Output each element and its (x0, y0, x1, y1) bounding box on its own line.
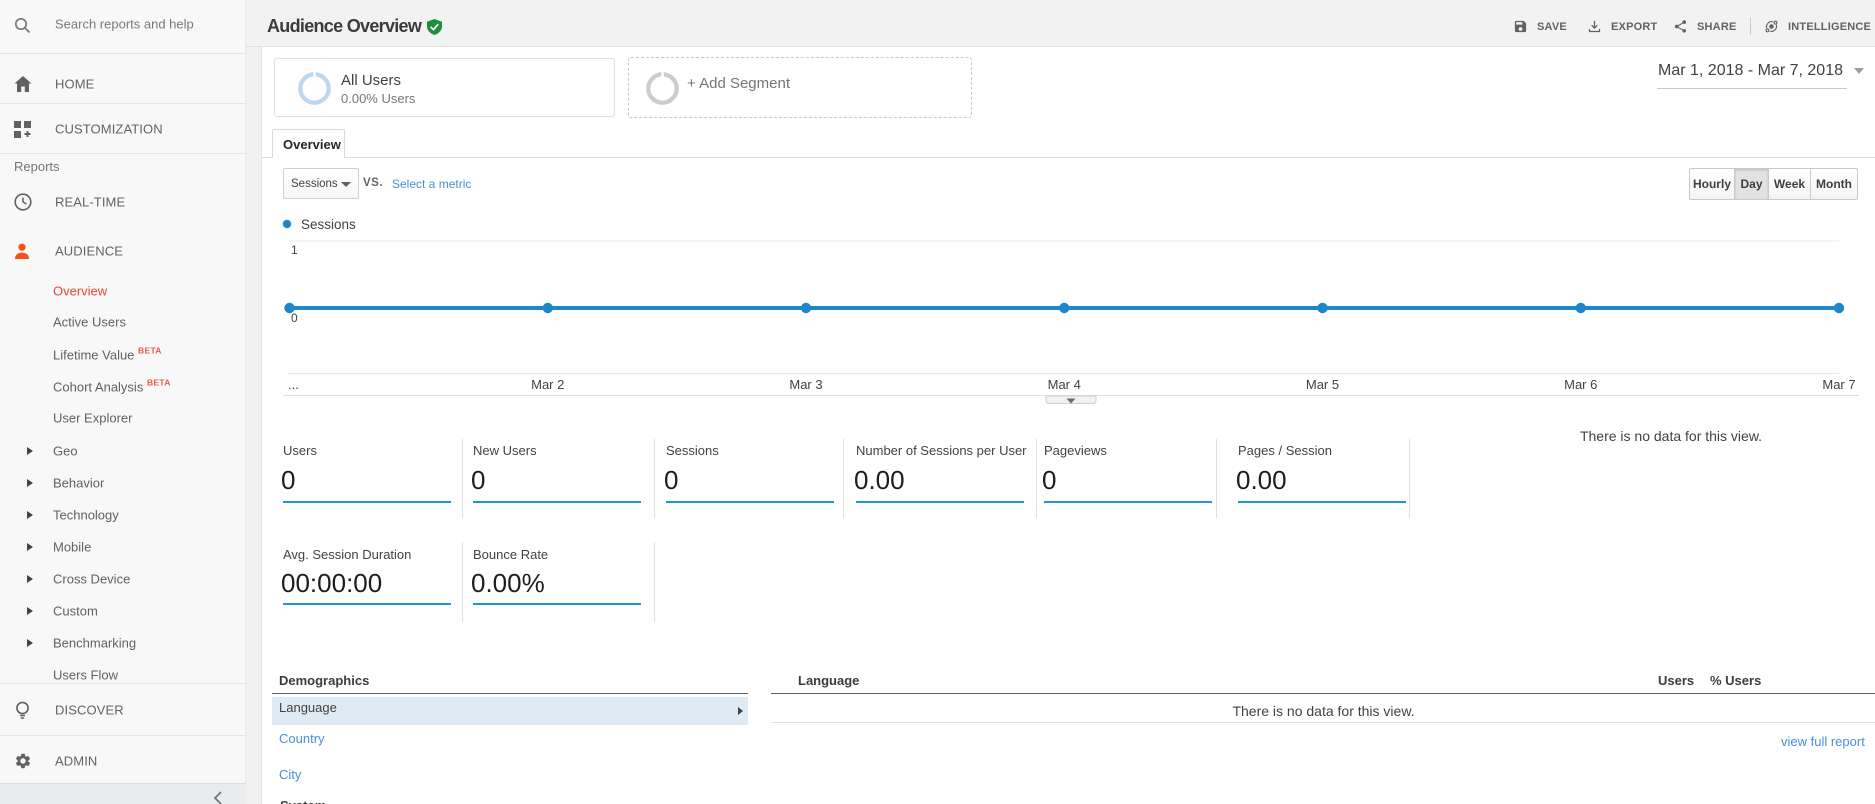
svg-text:1: 1 (291, 243, 298, 257)
svg-text:Sessions: Sessions (301, 217, 356, 232)
svg-text:Mar 2: Mar 2 (531, 377, 564, 392)
svg-text:Mar 7: Mar 7 (1822, 377, 1855, 392)
svg-text:Mar 3: Mar 3 (789, 377, 822, 392)
svg-text:Mar 4: Mar 4 (1048, 377, 1081, 392)
svg-text:...: ... (288, 377, 299, 392)
svg-text:0: 0 (291, 311, 298, 325)
svg-text:Mar 6: Mar 6 (1564, 377, 1597, 392)
svg-text:Mar 5: Mar 5 (1306, 377, 1339, 392)
